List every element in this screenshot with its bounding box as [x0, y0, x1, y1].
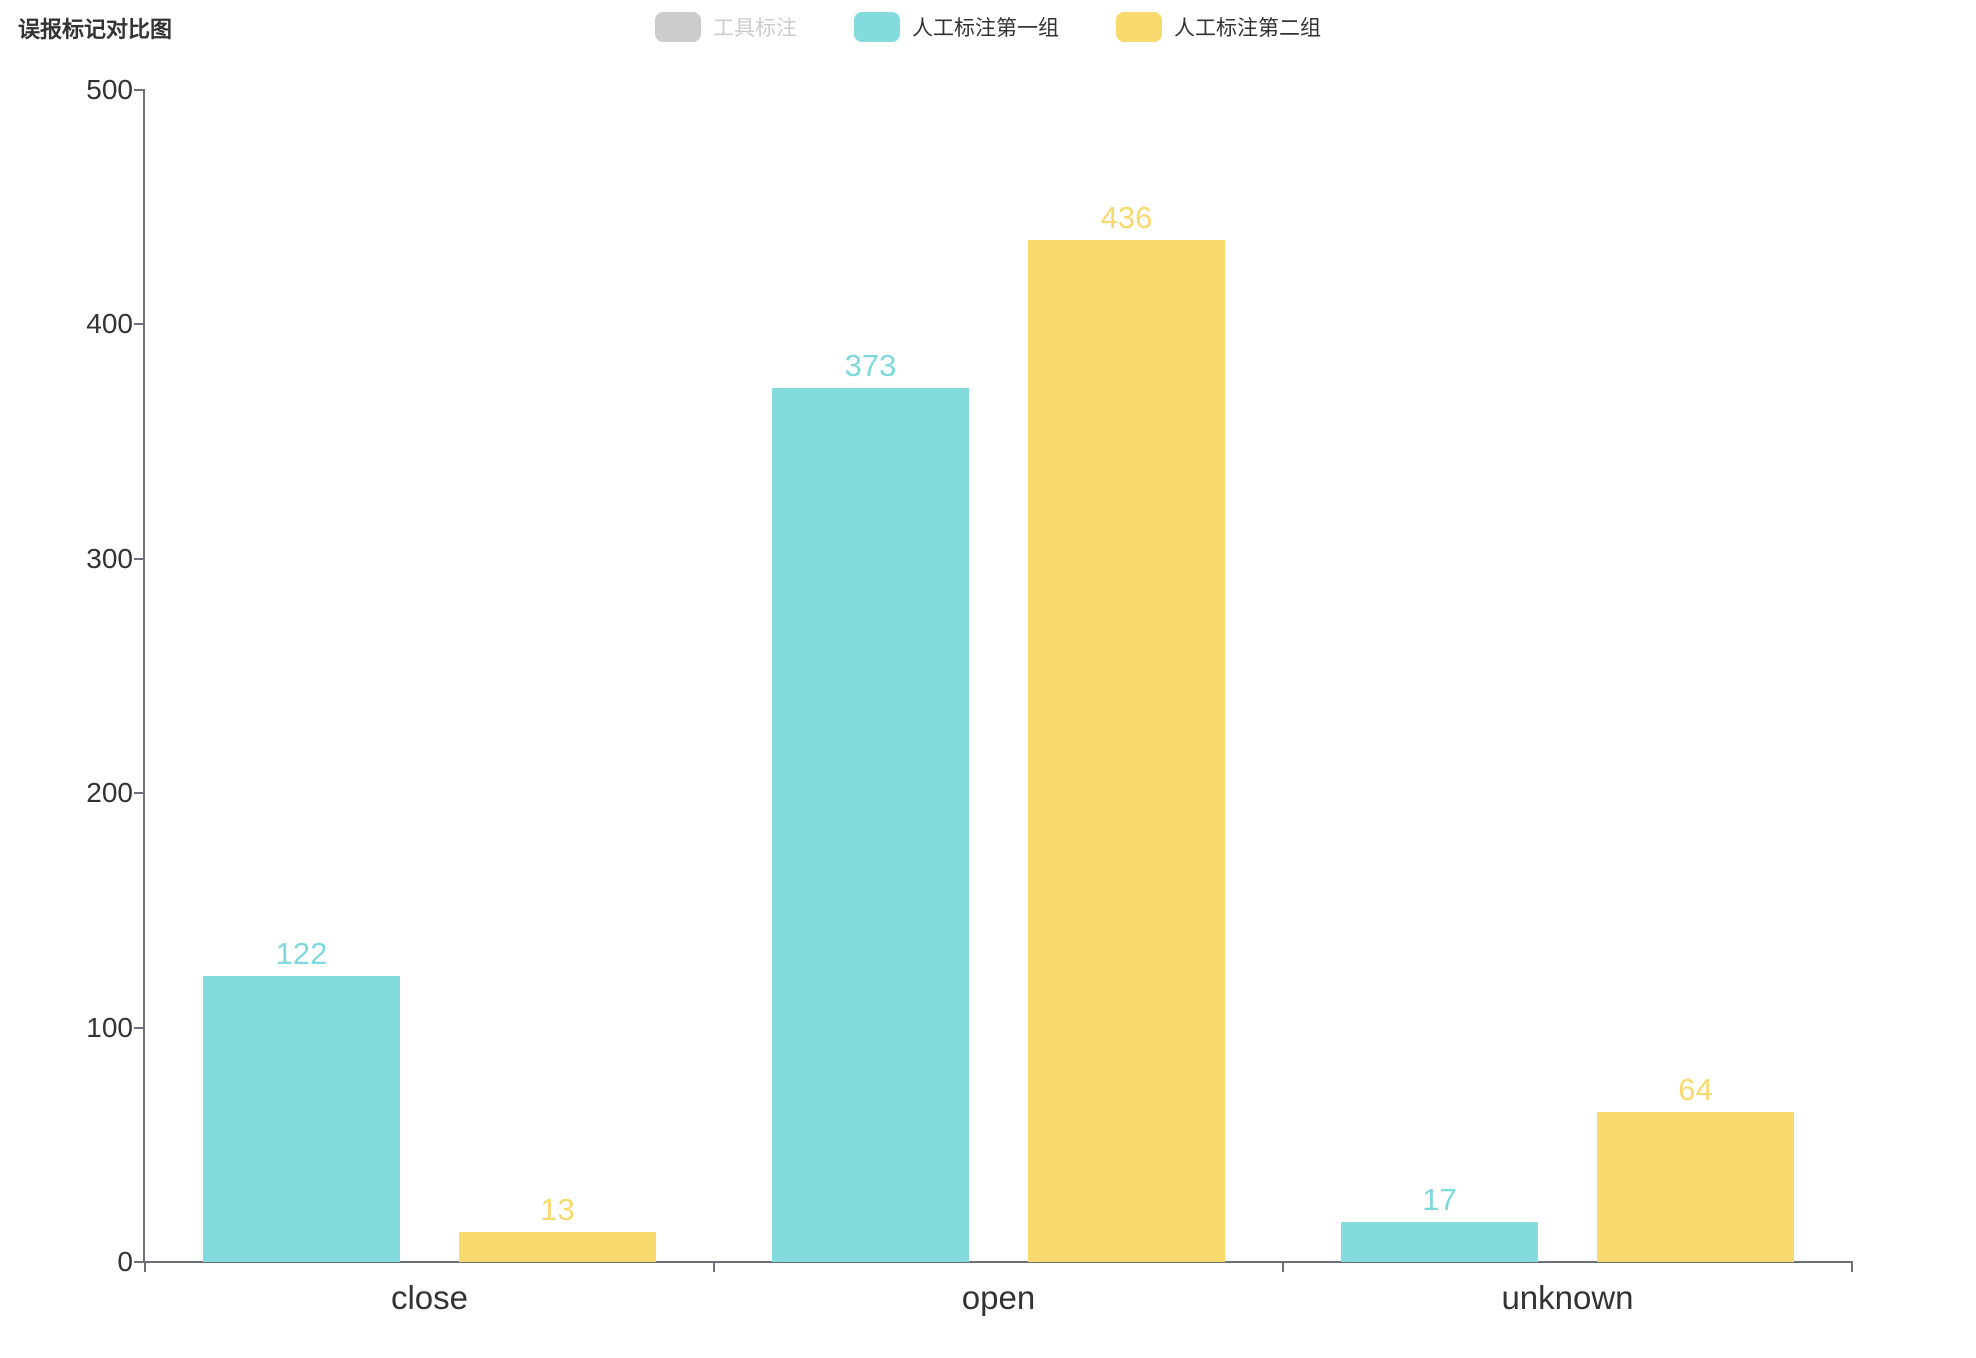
bar-open-人工标注第二组[interactable]: [1028, 240, 1225, 1262]
bar-value-label: 373: [844, 347, 897, 383]
bar-value-label: 17: [1422, 1182, 1457, 1218]
legend-swatch-manual-group-1: [854, 12, 900, 42]
y-axis-tick: [134, 792, 143, 795]
y-axis-tick: [134, 1261, 143, 1263]
bar-value-label: 436: [1100, 200, 1153, 236]
bar-open-人工标注第一组[interactable]: [772, 387, 969, 1262]
x-axis-line: [143, 1261, 1853, 1263]
bar-value-label: 13: [540, 1191, 575, 1227]
y-axis-tick-label: 200: [86, 777, 133, 809]
x-axis-tick: [1282, 1263, 1284, 1272]
y-axis-tick: [134, 89, 143, 91]
legend-swatch-manual-group-2: [1116, 12, 1162, 42]
bar-close-人工标注第一组[interactable]: [203, 976, 400, 1262]
legend-item-manual-group-1[interactable]: 人工标注第一组: [854, 12, 1059, 42]
legend-item-tool-annotation[interactable]: 工具标注: [655, 12, 797, 42]
y-axis-tick-label: 100: [86, 1011, 133, 1043]
y-axis-tick-label: 300: [86, 542, 133, 574]
legend-label: 人工标注第一组: [912, 17, 1059, 40]
bar-value-label: 64: [1678, 1071, 1713, 1107]
legend-label: 工具标注: [713, 17, 797, 40]
legend: 工具标注 人工标注第一组 人工标注第二组: [0, 10, 1976, 44]
chart-title: 误报标记对比图: [18, 17, 173, 42]
x-axis-tick: [144, 1263, 146, 1272]
y-axis-tick-label: 500: [86, 74, 133, 105]
y-axis-line: [143, 89, 145, 1263]
x-category-label-open: open: [961, 1279, 1036, 1316]
y-axis-tick-label: 400: [86, 308, 133, 340]
y-axis-tick-label: 0: [117, 1246, 133, 1277]
legend-item-manual-group-2[interactable]: 人工标注第二组: [1116, 12, 1321, 42]
bar-unknown-人工标注第一组[interactable]: [1341, 1222, 1538, 1262]
bar-unknown-人工标注第二组[interactable]: [1597, 1111, 1794, 1262]
legend-swatch-tool-annotation: [655, 12, 701, 42]
bar-value-label: 122: [275, 936, 328, 972]
y-axis-tick: [134, 1026, 143, 1029]
y-axis-tick: [134, 557, 143, 560]
x-category-label-unknown: unknown: [1501, 1279, 1634, 1316]
x-category-label-close: close: [390, 1279, 469, 1316]
legend-label: 人工标注第二组: [1174, 17, 1321, 40]
y-axis-tick: [134, 323, 143, 326]
x-axis-tick: [713, 1263, 715, 1272]
bar-close-人工标注第二组[interactable]: [459, 1231, 656, 1262]
x-axis-tick: [1851, 1263, 1853, 1272]
